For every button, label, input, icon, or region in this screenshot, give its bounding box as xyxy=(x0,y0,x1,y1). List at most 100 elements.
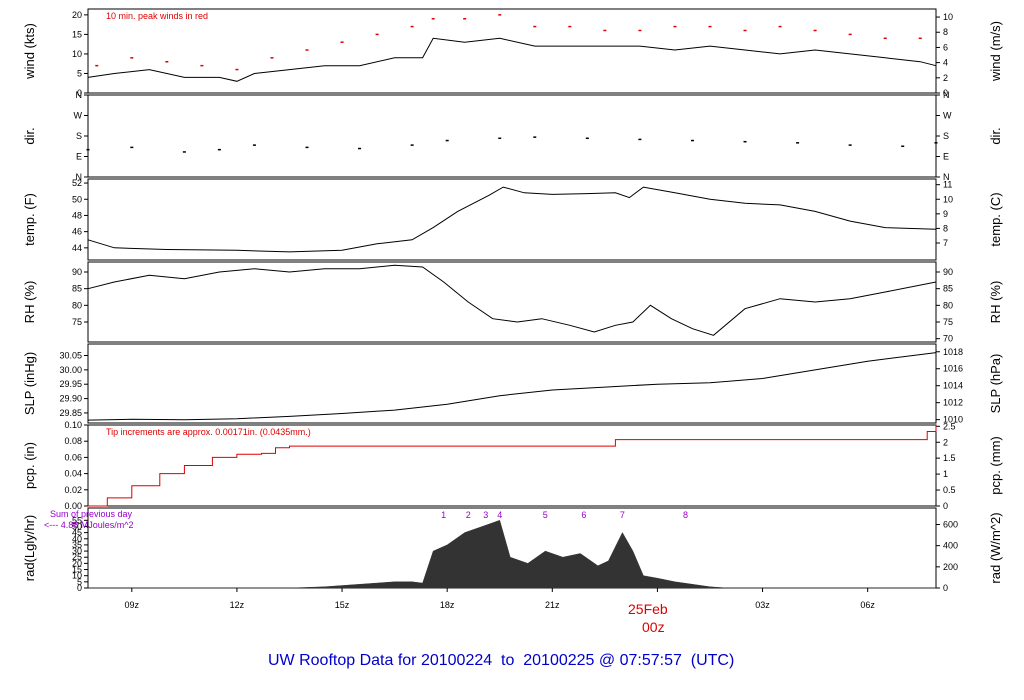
panel-rh-right-tick-label: 80 xyxy=(943,300,953,310)
panel-dir-frame xyxy=(87,94,937,178)
panel-wind-series-1-point xyxy=(673,25,677,28)
panel-slp-ylabel-left: SLP (inHg) xyxy=(22,352,37,415)
panel-rad-left-tick-label: 5 xyxy=(77,577,82,587)
panel-pcp-right-tick-label: 0 xyxy=(943,501,948,511)
panel-wind-right-tick-label: 2 xyxy=(943,73,948,83)
panel-pcp-right-tick-label: 1.5 xyxy=(943,453,956,463)
panel-rad-annotation-line: Sum of previous day xyxy=(50,509,133,519)
panel-slp-left-tick-label: 30.05 xyxy=(59,350,82,360)
panel-temp-right-tick-label: 11 xyxy=(943,180,952,190)
panel-rh-left-tick-label: 75 xyxy=(72,317,82,327)
panel-wind-left-tick-label: 10 xyxy=(72,49,82,59)
panel-rad-left-tick-label: 10 xyxy=(72,571,82,581)
panel-rad-event-label: 4 xyxy=(497,510,502,520)
page-title: UW Rooftop Data for 20100224 to 20100225… xyxy=(268,652,735,669)
panel-wind-ylabel-right: wind (m/s) xyxy=(988,21,1003,82)
panel-wind-series-1-point xyxy=(95,64,99,67)
panel-slp-right-tick-label: 1018 xyxy=(943,347,963,357)
panel-wind-series-1-point xyxy=(918,37,922,40)
date-marker-date: 25Feb xyxy=(628,601,668,617)
panel-wind-right-tick-label: 4 xyxy=(943,58,948,68)
panel-dir-series-0-point xyxy=(533,136,537,138)
panel-rh-ylabel-left: RH (%) xyxy=(22,281,37,324)
panel-pcp-left-tick-label: 0.08 xyxy=(64,436,82,446)
panel-pcp-ylabel-right: pcp. (mm) xyxy=(988,436,1003,495)
panel-rad-left-tick-label: 45 xyxy=(72,528,82,538)
panel-wind-series-1-point xyxy=(813,29,817,32)
panel-dir-ylabel-right: dir. xyxy=(988,127,1003,144)
panel-dir-right-tick-label: W xyxy=(943,111,952,121)
panel-pcp-left-tick-label: 0.04 xyxy=(64,469,82,479)
panel-rad-series-0-area xyxy=(88,519,936,589)
panel-dir-right-tick-label: N xyxy=(943,90,950,100)
panel-wind-series-0-line xyxy=(87,37,937,82)
panel-temp-left-tick-label: 46 xyxy=(72,227,82,237)
panel-temp-left-tick-label: 52 xyxy=(72,178,82,188)
panel-dir-series-0-point xyxy=(498,137,502,140)
panel-wind-right-tick-label: 10 xyxy=(943,12,953,22)
panel-dir-series-0-point xyxy=(252,144,256,146)
panel-rad-left-tick-label: 0 xyxy=(77,583,82,593)
panel-rh-left-tick-label: 90 xyxy=(72,267,82,277)
panel-slp-frame xyxy=(87,343,937,424)
panel-rh-right-tick-label: 75 xyxy=(943,317,953,327)
panel-temp-frame xyxy=(87,178,937,261)
panel-dir-series-0-point xyxy=(305,146,309,149)
x-axis-tick-label: 21z xyxy=(545,600,560,610)
panel-wind-annotation: 10 min. peak winds in red xyxy=(106,11,208,21)
panel-wind-series-1-point xyxy=(375,33,379,36)
panel-wind-series-1-point xyxy=(410,25,414,28)
panel-rad-left-tick-label: 50 xyxy=(72,521,82,531)
panel-rad-left-tick-label: 25 xyxy=(72,552,82,562)
panel-slp-right-tick-label: 1016 xyxy=(943,364,963,374)
panel-rad-left-tick-label: 30 xyxy=(72,546,82,556)
panel-dir-right-tick-label: S xyxy=(943,131,949,141)
panel-wind-series-1-point xyxy=(235,68,239,71)
panel-dir-series-0-point xyxy=(638,138,642,141)
panel-wind-left-tick-label: 20 xyxy=(72,10,82,20)
panel-temp-right-tick-label: 10 xyxy=(943,194,953,204)
panel-rad-event-label: 8 xyxy=(683,510,688,520)
panel-wind-series-1-point xyxy=(603,29,607,32)
panel-rad-ylabel-left: rad(Lgly/hr) xyxy=(22,515,37,581)
panel-rad-right-tick-label: 600 xyxy=(943,519,958,529)
panel-rad-annotation-line: <--- 4.88 MJoules/m^2 xyxy=(44,520,134,530)
panel-temp-right-tick-label: 7 xyxy=(943,238,948,248)
panel-dir-series-0-point xyxy=(445,139,449,142)
panel-wind-ylabel-left: wind (kts) xyxy=(22,23,37,80)
panel-dir-series-0-point xyxy=(585,137,589,140)
panel-pcp-annotation: Tip increments are approx. 0.00171in. (0… xyxy=(106,427,311,437)
panel-dir-series-0-point xyxy=(130,146,134,149)
panel-rh-ylabel-right: RH (%) xyxy=(988,281,1003,324)
panel-wind-left-tick-label: 0 xyxy=(77,88,82,98)
panel-rad-event-label: 3 xyxy=(483,510,488,520)
panel-wind-series-1-point xyxy=(533,25,537,28)
x-axis-tick-label: 06z xyxy=(860,600,875,610)
panel-dir-right-tick-label: N xyxy=(943,172,950,182)
panel-wind-series-1-point xyxy=(340,41,344,43)
panel-rad-ylabel-right: rad (W/m^2) xyxy=(988,512,1003,583)
panel-temp-left-tick-label: 50 xyxy=(72,194,82,204)
panel-dir-series-0-point xyxy=(934,142,938,144)
panel-pcp-left-tick-label: 0.10 xyxy=(64,420,82,430)
panel-rh-left-tick-label: 85 xyxy=(72,284,82,294)
panel-slp-left-tick-label: 30.00 xyxy=(59,365,82,375)
panel-slp-left-tick-label: 29.85 xyxy=(59,408,82,418)
panel-wind-right-tick-label: 8 xyxy=(943,27,948,37)
panel-dir-left-tick-label: W xyxy=(74,111,83,121)
panel-dir-series-0-point xyxy=(182,151,186,153)
panel-dir-left-tick-label: N xyxy=(76,172,83,182)
panel-rh-series-0-line xyxy=(87,264,937,336)
panel-rad-event-label: 6 xyxy=(581,510,586,520)
panel-dir-series-0-point xyxy=(690,139,694,142)
panel-wind-series-1-point xyxy=(498,14,502,16)
panel-dir-series-0-point xyxy=(848,144,852,146)
x-axis-tick-label: 03z xyxy=(755,600,770,610)
panel-dir-series-0-point xyxy=(796,142,800,144)
panel-wind-series-1-point xyxy=(638,29,642,32)
panel-wind-series-1-point xyxy=(848,33,852,36)
panel-dir-series-0-point xyxy=(86,148,90,151)
panel-rh-right-tick-label: 70 xyxy=(943,334,953,344)
panel-temp-right-tick-label: 8 xyxy=(943,223,948,233)
panel-pcp-right-tick-label: 2 xyxy=(943,437,948,447)
